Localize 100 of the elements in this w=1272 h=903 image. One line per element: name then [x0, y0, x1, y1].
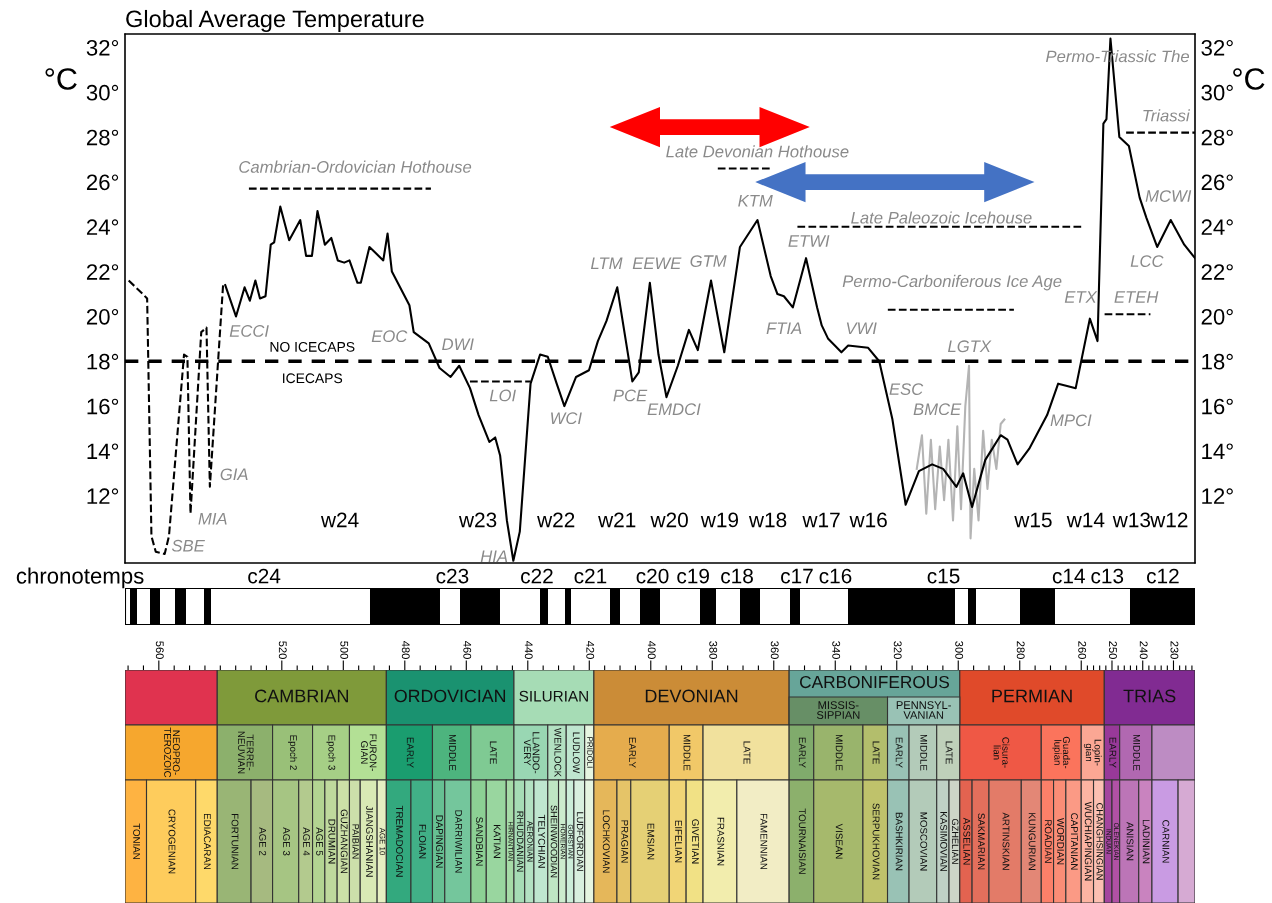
text: FURON- GIAN [360, 734, 377, 771]
annotation: PCE [613, 389, 648, 402]
text: c23 [436, 568, 469, 584]
text: Epoch 3 [326, 735, 336, 770]
y2-tick-label: 24° [1201, 219, 1233, 235]
annotation: FTIA [766, 322, 802, 335]
text: AGE 5 [316, 827, 323, 856]
text: GZHELIAN [951, 818, 959, 864]
text: c19 [677, 568, 709, 584]
text: PAIBIAN [352, 824, 359, 859]
text: SERPUKHOVIAN [872, 803, 880, 880]
text: LATE [743, 741, 751, 764]
annotation: Permo-Carboniferous Ice Age [842, 274, 1062, 291]
text: c12 [1146, 568, 1179, 584]
text: FAMENNIAN [760, 813, 768, 870]
text: PERMIAN [992, 689, 1072, 703]
x-tick-label: 250 [1109, 641, 1117, 659]
annotation: w24 [320, 512, 359, 528]
text: c18 [721, 568, 753, 584]
text: CARNIAN [1162, 820, 1170, 863]
y-tick-label: 16° [87, 398, 119, 415]
annotation: MCWI [1145, 190, 1192, 202]
annotation: GIA [220, 468, 248, 481]
text: c15 [927, 568, 960, 584]
text: LADINIAN [1142, 819, 1150, 864]
y2-tick-label: 28° [1201, 129, 1233, 146]
annotation: LGTX [947, 340, 992, 353]
annotation: w22 [537, 512, 575, 528]
annotation: ETX [1064, 291, 1098, 303]
annotation: BMCE [913, 403, 962, 416]
text: WENLOCK [554, 727, 562, 777]
text: PRAGIAN [621, 820, 629, 863]
x-tick-label: 400 [647, 641, 656, 659]
y2-tick-label: 22° [1201, 264, 1233, 280]
text: PENNSYL- VANIAN [896, 701, 951, 719]
text: EARLY [1109, 737, 1117, 768]
text: SANDBIAN [475, 817, 483, 866]
text: TERRE- NEUVIAN [237, 731, 254, 774]
text: LOCHKOVIAN [602, 810, 610, 873]
y2-axis-title: °C [1233, 68, 1265, 90]
y-tick-label: 14° [87, 443, 119, 459]
text: MIDDLE [1133, 734, 1140, 771]
annotation: EOC [371, 330, 408, 343]
y2-tick-label: 14° [1202, 443, 1233, 459]
text: c22 [521, 568, 553, 584]
y2-tick-label: 30° [1201, 84, 1233, 101]
y-tick-label: 32° [86, 39, 119, 56]
x-tick-label: 480 [401, 641, 410, 659]
y2-tick-label: 20° [1201, 308, 1233, 325]
annotation: DWI [442, 338, 474, 350]
x-tick-label: 260 [1078, 641, 1087, 659]
text: SHEINWOODIAN [550, 805, 558, 878]
annotation: w15 [1014, 512, 1052, 528]
annotation: KTM [738, 195, 773, 207]
text: TOURNAISIAN [798, 808, 806, 874]
text: c17 [781, 568, 813, 584]
x-tick-label: 500 [340, 641, 349, 659]
annotation: w17 [802, 512, 840, 528]
text: MOSCOVIAN [920, 812, 928, 871]
annotation: Triassi [1143, 109, 1191, 122]
annotation: ETWI [788, 235, 830, 247]
x-tick-label: 240 [1139, 641, 1148, 659]
text: DRUMIAN [328, 819, 336, 864]
x-tick-label: 380 [709, 641, 718, 659]
annotation: w19 [700, 512, 739, 528]
text: SILURIAN [519, 690, 588, 702]
y2-tick-label: 16° [1202, 398, 1233, 415]
x-tick-label: 280 [1016, 641, 1025, 659]
text: MIDDLE [835, 734, 843, 771]
annotation: w13 [1112, 512, 1151, 528]
text: CARBONIFEROUS [800, 675, 949, 689]
text: EARLY [895, 737, 903, 768]
annotation: Late Paleozoic Icehouse [851, 211, 1032, 224]
y-tick-label: 18° [87, 353, 119, 370]
text: TONIAN [133, 823, 141, 859]
text: EARLY [798, 737, 806, 768]
y-tick-label: 24° [86, 219, 119, 235]
text: TREMADOCIAN [396, 805, 403, 877]
text: LATE [489, 741, 497, 764]
annotation: w18 [748, 512, 787, 528]
text: WUCHIAPINGIAN [1084, 801, 1092, 881]
annotation: w21 [598, 512, 636, 528]
annotation: ESC [889, 383, 924, 396]
text: MIDDLE [449, 734, 456, 771]
y2-tick-label: 18° [1202, 353, 1233, 370]
text: c13 [1091, 568, 1124, 584]
y-tick-label: 26° [86, 174, 119, 191]
ref-line-label: NO ICECAPS [270, 341, 355, 352]
annotation: WCI [551, 412, 582, 425]
x-tick-label: 300 [955, 641, 964, 659]
annotation: Late Devonian Hothouse [666, 145, 849, 158]
text: TRIAS [1123, 689, 1176, 703]
text: Epoch 2 [288, 735, 298, 770]
text: VISEAN [835, 823, 843, 859]
annotation: EEWE [632, 257, 682, 269]
text: KUNGURIAN [1028, 813, 1036, 870]
annotation: LCC [1130, 255, 1164, 267]
text: DAPINGIAN [436, 815, 443, 868]
annotation: VWI [846, 322, 877, 335]
text: EMSIAN [647, 823, 655, 860]
